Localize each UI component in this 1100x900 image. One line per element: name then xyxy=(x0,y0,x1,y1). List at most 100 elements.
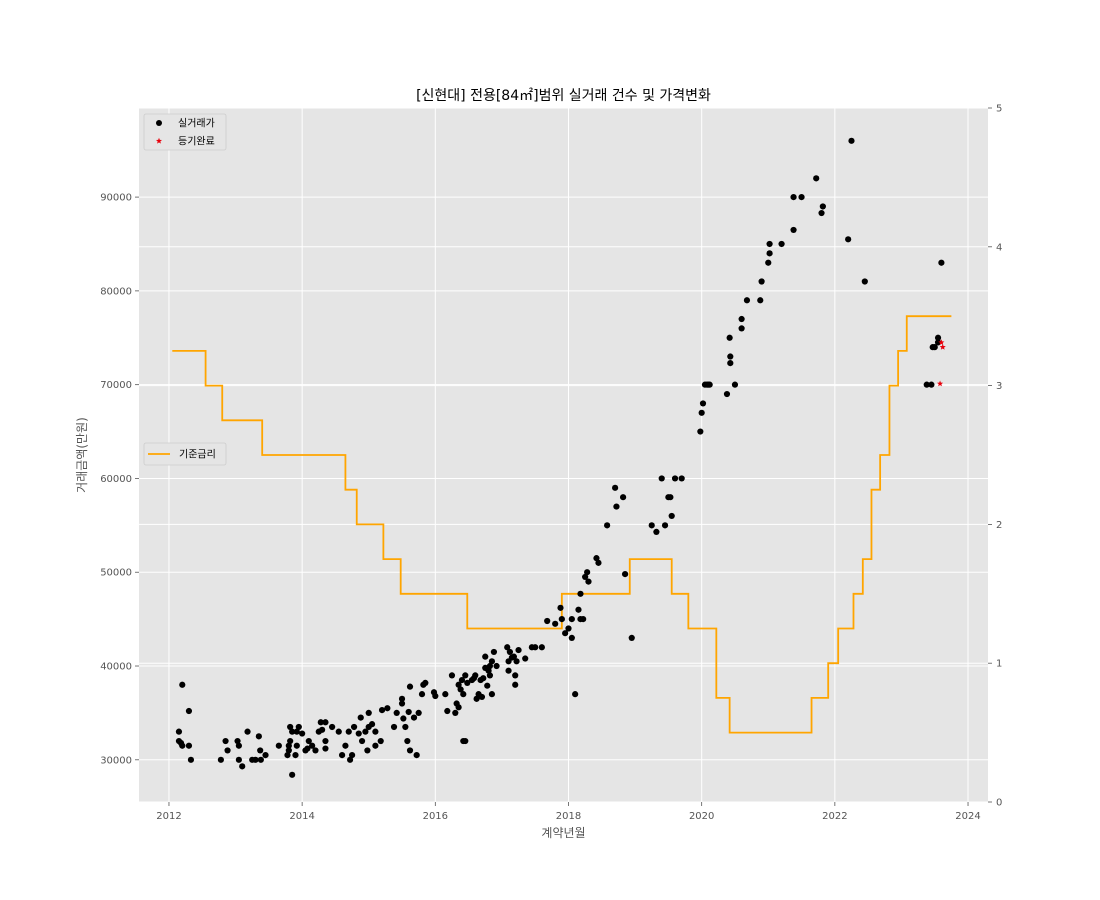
y-tick-label: 60000 xyxy=(100,474,132,485)
transaction-point xyxy=(378,706,386,714)
transaction-point xyxy=(923,381,930,388)
transaction-point xyxy=(455,704,462,711)
transaction-point xyxy=(648,522,655,529)
legend-marker-star xyxy=(155,137,163,144)
transaction-point xyxy=(593,555,600,562)
transaction-point xyxy=(179,681,186,688)
y2-tick-label: 3 xyxy=(996,381,1002,392)
transaction-point xyxy=(458,676,466,684)
y-axis-label: 거래금액(만원) xyxy=(75,417,89,493)
registered-point xyxy=(939,343,946,350)
transaction-point xyxy=(368,721,376,728)
registered-point xyxy=(937,380,944,387)
transaction-point xyxy=(512,681,519,688)
legend-marker-dot xyxy=(156,120,162,126)
transaction-point xyxy=(552,620,559,627)
transaction-point xyxy=(653,528,660,536)
transaction-point xyxy=(671,475,679,482)
transaction-point xyxy=(934,339,942,346)
transaction-point xyxy=(790,226,797,234)
transaction-point xyxy=(400,715,407,722)
transaction-point xyxy=(464,679,471,686)
transaction-point xyxy=(457,686,464,693)
transaction-point xyxy=(384,705,391,712)
transaction-point xyxy=(584,569,591,576)
y-tick-label: 90000 xyxy=(100,193,132,204)
transaction-point xyxy=(478,693,486,701)
transaction-point xyxy=(482,653,489,660)
transaction-point xyxy=(235,742,242,749)
transaction-point xyxy=(726,334,733,341)
transaction-point xyxy=(304,745,311,752)
transaction-point xyxy=(398,695,406,702)
transaction-point xyxy=(455,681,462,688)
transaction-point xyxy=(473,695,480,702)
transaction-point xyxy=(234,737,241,745)
transaction-point xyxy=(322,719,329,726)
transaction-point xyxy=(727,353,734,360)
transaction-point xyxy=(418,691,426,698)
transaction-point xyxy=(522,655,529,662)
legend-rate: 기준금리 xyxy=(143,442,227,466)
transaction-point xyxy=(329,723,336,731)
transaction-point xyxy=(727,359,734,367)
transaction-point xyxy=(187,756,195,763)
legend-label-dot: 실거래가 xyxy=(178,118,215,130)
transaction-point xyxy=(585,578,592,585)
transaction-point xyxy=(928,381,935,388)
transaction-point xyxy=(217,756,224,763)
transaction-point xyxy=(938,259,945,266)
transaction-point xyxy=(818,209,825,217)
transaction-point xyxy=(668,512,675,520)
transaction-point xyxy=(413,752,420,759)
transaction-point xyxy=(358,737,366,745)
transaction-point xyxy=(222,737,229,745)
transaction-point xyxy=(848,137,855,144)
x-tick-label: 2020 xyxy=(689,811,714,822)
transaction-point xyxy=(697,428,704,435)
transaction-point xyxy=(565,625,572,632)
x-tick-label: 2022 xyxy=(822,811,847,822)
transaction-point xyxy=(364,747,371,754)
transaction-point xyxy=(485,667,492,674)
transaction-point xyxy=(415,709,422,717)
x-tick-label: 2016 xyxy=(423,811,448,822)
transaction-point xyxy=(244,728,251,735)
transaction-point xyxy=(255,733,262,740)
transaction-point xyxy=(287,737,294,745)
transaction-point xyxy=(493,662,500,670)
transaction-point xyxy=(621,571,629,578)
transaction-point xyxy=(346,756,354,763)
transaction-point xyxy=(582,573,589,581)
transaction-point xyxy=(406,683,414,690)
transaction-point xyxy=(504,644,511,651)
transaction-point xyxy=(224,747,231,754)
transaction-point xyxy=(628,634,635,641)
transaction-point xyxy=(462,737,469,745)
transaction-point xyxy=(357,714,364,721)
transaction-point xyxy=(757,297,764,304)
transaction-point xyxy=(319,726,326,733)
transaction-point xyxy=(322,745,329,752)
transaction-point xyxy=(490,648,498,656)
transaction-point xyxy=(562,630,569,637)
transaction-point xyxy=(422,679,429,686)
transaction-point xyxy=(738,325,745,332)
x-tick-label: 2018 xyxy=(556,811,581,822)
transaction-point xyxy=(505,667,512,674)
transaction-point xyxy=(393,709,400,717)
transaction-point xyxy=(252,756,259,763)
transaction-point xyxy=(699,400,707,407)
transaction-point xyxy=(488,658,496,665)
transaction-point xyxy=(819,203,826,210)
transaction-point xyxy=(731,381,739,388)
transaction-point xyxy=(510,653,517,660)
transaction-point xyxy=(480,675,487,682)
legend-label-line: 기준금리 xyxy=(179,449,216,461)
transaction-point xyxy=(472,672,479,679)
x-tick-label: 2024 xyxy=(955,811,980,822)
transaction-point xyxy=(372,742,379,749)
transaction-point xyxy=(448,672,456,679)
y-tick-label: 70000 xyxy=(100,380,132,391)
transaction-point xyxy=(305,737,312,745)
